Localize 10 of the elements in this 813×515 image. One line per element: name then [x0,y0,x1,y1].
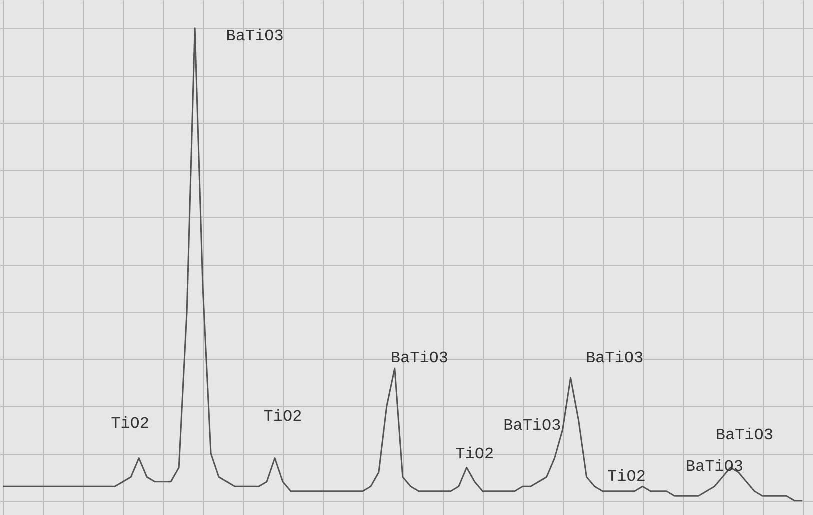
annotation: BaTiO3 [390,350,448,368]
annotation: BaTiO3 [504,417,562,436]
annotation: TiO2 [111,414,150,433]
annotation: BaTiO3 [586,350,644,368]
annotation: TiO2 [456,446,494,464]
annotation: TiO2 [264,408,302,426]
annotation: BaTiO3 [686,458,744,476]
annotation: BaTiO3 [226,27,284,46]
annotation: BaTiO3 [716,426,774,445]
annotation: TiO2 [608,468,646,486]
